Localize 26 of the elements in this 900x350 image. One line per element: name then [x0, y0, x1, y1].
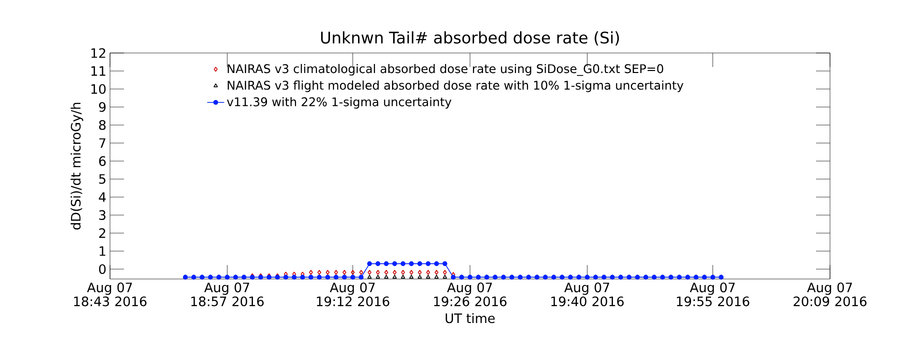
y-tick-label: 2 [99, 228, 106, 238]
y-tick-label: 7 [99, 138, 106, 148]
y-tick-label: 10 [91, 84, 106, 94]
x-axis-title: UT time [446, 313, 495, 324]
legend-label: NAIRAS v3 climatological absorbed dose rate using SiDose_G0.txt SEP=0 [228, 64, 664, 76]
y-tick-label: 11 [91, 66, 106, 76]
x-tick-label: Aug 07 19:26 2016 [434, 282, 506, 306]
x-tick-label: Aug 07 19:55 2016 [676, 282, 750, 306]
y-tick-label: 9 [99, 102, 106, 112]
y-tick-label: 4 [98, 192, 106, 202]
x-tick-label: Aug 07 20:09 2016 [794, 282, 866, 306]
x-tick-label: Aug 07 18:57 2016 [191, 282, 264, 306]
y-tick-label: 8 [99, 120, 106, 130]
x-tick-label: Aug 07 19:40 2016 [551, 282, 624, 306]
y-axis-title: dD(Si)/dt microGy/h [70, 102, 84, 230]
chart-title: Unknwn Tail# absorbed dose rate (Si) [321, 31, 619, 46]
x-tick-label: Aug 07 19:12 2016 [316, 282, 390, 306]
legend-label: v11.39 with 22% 1-sigma uncertainty [226, 97, 452, 109]
x-tick-label: Aug 07 18:43 2016 [74, 282, 146, 306]
legend-label: NAIRAS v3 flight modeled absorbed dose rate with 10% 1-sigma uncertainty [228, 80, 684, 92]
y-tick-label: 0 [99, 264, 106, 274]
y-tick-label: 5 [99, 174, 106, 184]
y-tick-label: 6 [99, 156, 106, 166]
y-tick-label: 3 [99, 210, 106, 220]
y-tick-label: 1 [100, 246, 106, 256]
y-tick-label: 12 [91, 48, 106, 58]
